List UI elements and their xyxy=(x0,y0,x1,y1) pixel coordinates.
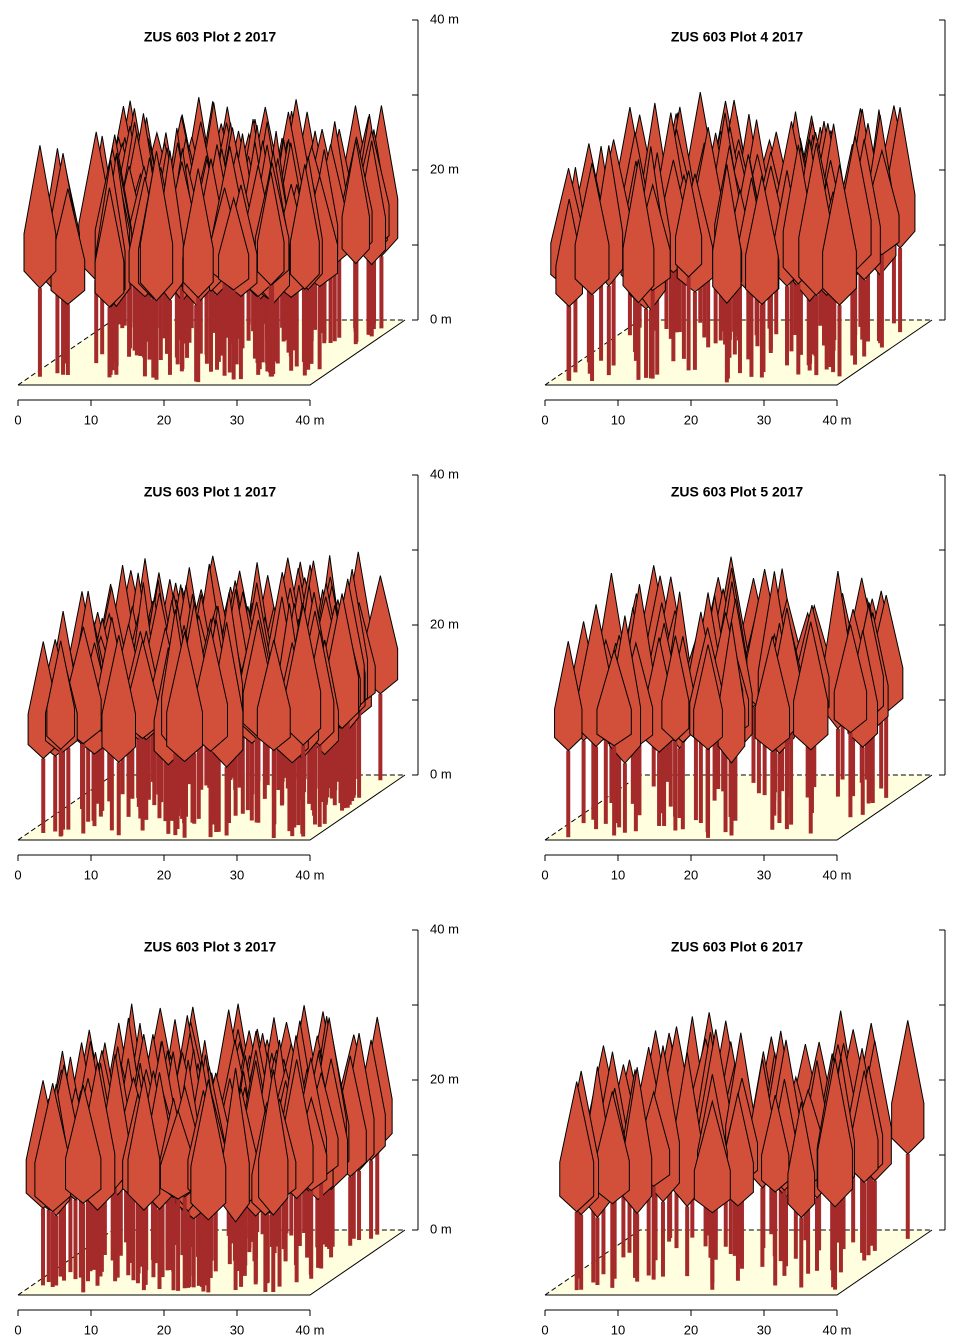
crown xyxy=(218,196,250,291)
z-tick-label: 20 m xyxy=(430,1071,459,1086)
x-tick-label: 10 xyxy=(84,412,98,427)
x-tick-label: 10 xyxy=(84,1322,98,1337)
x-tick-label: 40 m xyxy=(823,412,852,427)
x-tick-label: 40 m xyxy=(296,1322,325,1337)
x-tick-label: 30 xyxy=(230,412,244,427)
x-tick-label: 0 xyxy=(541,1322,548,1337)
chart-title: ZUS 603 Plot 3 2017 xyxy=(144,939,277,955)
chart-title: ZUS 603 Plot 6 2017 xyxy=(671,939,804,955)
crown xyxy=(46,640,75,751)
crown xyxy=(166,631,203,763)
z-tick-label: 20 m xyxy=(430,616,459,631)
z-tick-label: 40 m xyxy=(430,466,459,481)
crown xyxy=(817,1057,853,1208)
x-tick-label: 0 xyxy=(541,412,548,427)
crown xyxy=(23,145,57,289)
floor-edge xyxy=(18,1229,406,1296)
crown xyxy=(190,1079,227,1221)
crown xyxy=(712,164,742,304)
crown xyxy=(341,139,370,265)
crown xyxy=(822,164,857,306)
x-tick-label: 40 m xyxy=(296,867,325,882)
crown xyxy=(559,1081,595,1213)
crown xyxy=(554,641,583,752)
crown xyxy=(256,639,291,752)
panel: ZUS 603 Plot 2 2017 0 10 20 30 40 m 0 m 20 m 40 … xyxy=(14,11,459,427)
x-tick-label: 30 xyxy=(230,1322,244,1337)
z-tick-label: 0 m xyxy=(430,311,452,326)
crown xyxy=(661,635,690,742)
crown xyxy=(793,621,829,751)
x-tick-label: 10 xyxy=(611,867,625,882)
x-tick-label: 0 xyxy=(14,867,21,882)
floor-edge xyxy=(545,774,933,841)
x-tick-label: 10 xyxy=(84,867,98,882)
x-tick-label: 40 m xyxy=(823,1322,852,1337)
crown xyxy=(256,171,285,286)
x-tick-label: 20 xyxy=(684,1322,698,1337)
x-tick-label: 0 xyxy=(14,412,21,427)
crown xyxy=(596,648,632,747)
floor-edge xyxy=(544,1229,932,1296)
crown xyxy=(127,1076,161,1211)
crown xyxy=(693,1099,731,1214)
crown xyxy=(717,621,746,764)
x-tick-label: 30 xyxy=(757,867,771,882)
x-tick-label: 20 xyxy=(157,867,171,882)
x-tick-label: 30 xyxy=(757,1322,771,1337)
z-tick-label: 40 m xyxy=(430,921,459,936)
chart-title: ZUS 603 Plot 5 2017 xyxy=(671,484,804,500)
crown xyxy=(139,151,174,302)
crown xyxy=(787,1101,816,1219)
crown xyxy=(574,162,610,296)
chart-title: ZUS 603 Plot 4 2017 xyxy=(671,29,804,45)
x-tick-label: 20 xyxy=(157,1322,171,1337)
x-tick-label: 20 xyxy=(684,867,698,882)
z-tick-label: 0 m xyxy=(430,1221,452,1236)
chart-title: ZUS 603 Plot 2 2017 xyxy=(144,29,277,45)
crown xyxy=(891,1020,925,1155)
x-tick-label: 40 m xyxy=(296,412,325,427)
x-tick-label: 20 xyxy=(684,412,698,427)
x-tick-label: 30 xyxy=(230,867,244,882)
crown xyxy=(65,1084,102,1204)
crown xyxy=(182,168,214,299)
crown xyxy=(258,1069,289,1216)
crown xyxy=(833,624,868,734)
x-tick-label: 40 m xyxy=(823,867,852,882)
panel: ZUS 603 Plot 1 2017 0 10 20 30 40 m 0 m 20 m 40 … xyxy=(14,466,459,882)
x-tick-label: 0 xyxy=(14,1322,21,1337)
floor-edge xyxy=(18,319,406,386)
crown xyxy=(693,644,723,751)
crown xyxy=(754,636,791,753)
chart-title: ZUS 603 Plot 1 2017 xyxy=(144,484,277,500)
crown xyxy=(675,170,703,278)
crown xyxy=(50,188,86,305)
floor-edge xyxy=(545,1229,933,1296)
panel: ZUS 603 Plot 3 2017 0 10 20 30 40 m 0 m 20 m 40 … xyxy=(14,921,459,1337)
crown xyxy=(745,175,779,306)
x-tick-label: 30 xyxy=(757,412,771,427)
floor-edge xyxy=(18,774,406,841)
crown xyxy=(101,634,137,763)
z-tick-label: 40 m xyxy=(430,11,459,26)
x-tick-label: 20 xyxy=(157,412,171,427)
crown xyxy=(94,187,125,308)
floor-edge xyxy=(545,319,933,386)
crown xyxy=(34,1083,71,1213)
z-tick-label: 0 m xyxy=(430,766,452,781)
x-tick-label: 0 xyxy=(541,867,548,882)
crown xyxy=(622,159,655,304)
z-tick-label: 20 m xyxy=(430,161,459,176)
x-tick-label: 10 xyxy=(611,412,625,427)
floor xyxy=(545,775,932,840)
crown xyxy=(289,164,320,290)
x-tick-label: 10 xyxy=(611,1322,625,1337)
